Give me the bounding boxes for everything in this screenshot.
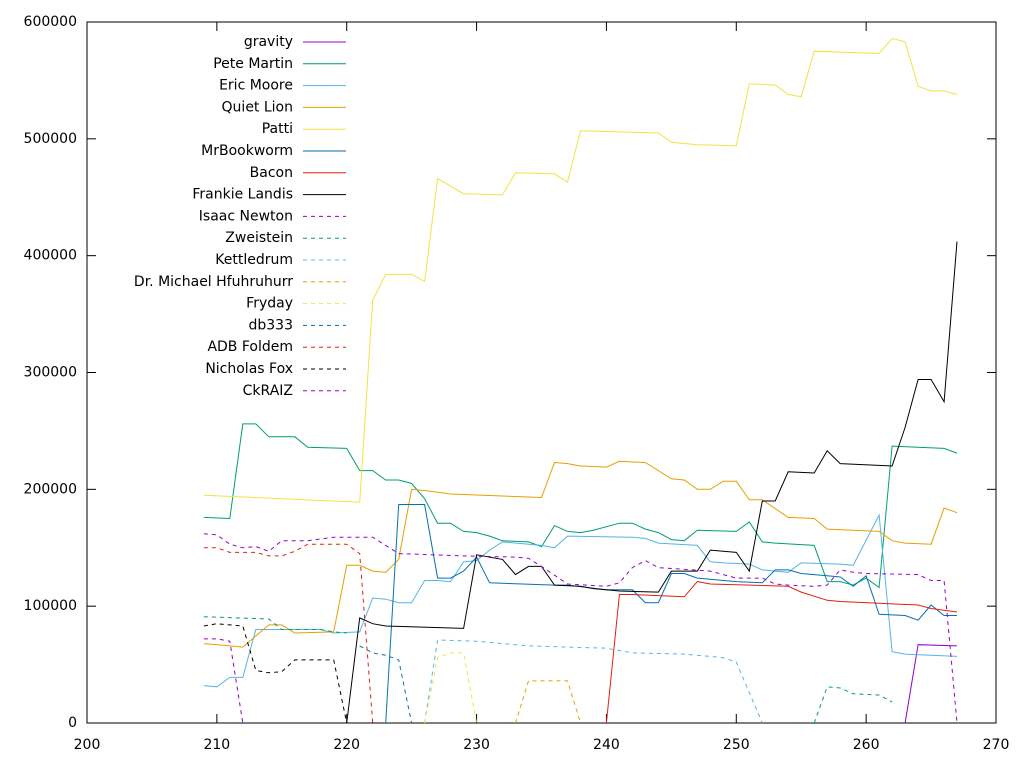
series-line: [203, 513, 958, 688]
x-tick-label: 270: [983, 737, 1010, 753]
series-line: [203, 543, 374, 724]
y-tick-label: 200000: [24, 481, 77, 497]
x-tick-label: 250: [723, 737, 750, 753]
y-tick-label: 0: [68, 715, 77, 731]
x-tick-label: 240: [593, 737, 620, 753]
legend-label: db333: [249, 317, 294, 333]
series-line: [424, 652, 478, 724]
y-tick-label: 500000: [24, 131, 77, 147]
legend-label: Kettledrum: [215, 252, 293, 268]
series-line: [203, 638, 244, 724]
x-tick-label: 220: [333, 737, 360, 753]
series-line: [359, 645, 413, 724]
series-line: [515, 680, 581, 724]
series-line: [203, 423, 958, 589]
x-tick-label: 260: [853, 737, 880, 753]
legend-label: gravity: [244, 34, 293, 50]
y-tick-label: 300000: [24, 365, 77, 381]
y-tick-label: 600000: [24, 14, 77, 30]
legend-label: Fryday: [246, 296, 293, 312]
legend-label: Quiet Lion: [222, 99, 293, 115]
series-line: [346, 241, 958, 724]
x-tick-label: 200: [74, 737, 101, 753]
series-line: [203, 623, 348, 724]
legend-label: Pete Martin: [213, 56, 293, 72]
legend-label: Frankie Landis: [192, 187, 293, 203]
x-tick-label: 210: [203, 737, 230, 753]
series-line: [904, 644, 958, 724]
y-tick-label: 400000: [24, 248, 77, 264]
series-line: [203, 460, 958, 648]
legend-label: Nicholas Fox: [205, 361, 293, 377]
series-line: [424, 639, 763, 724]
legend-label: MrBookworm: [201, 143, 293, 159]
legend-label: Dr. Michael Hfuhruhurr: [134, 274, 293, 290]
legend-label: Zweistein: [225, 230, 293, 246]
legend-label: ADB Foldem: [207, 339, 293, 355]
series-line: [203, 37, 958, 503]
legend-label: Patti: [262, 121, 293, 137]
series-line: [203, 616, 893, 724]
series-line: [605, 581, 958, 724]
x-tick-label: 230: [463, 737, 490, 753]
legend-label: Bacon: [250, 165, 293, 181]
series-line: [385, 504, 957, 724]
legend-label: Eric Moore: [219, 78, 293, 94]
legend-label: CkRAIZ: [243, 383, 293, 399]
series-line: [203, 533, 958, 724]
y-tick-label: 100000: [24, 598, 77, 614]
legend-label: Isaac Newton: [199, 208, 293, 224]
